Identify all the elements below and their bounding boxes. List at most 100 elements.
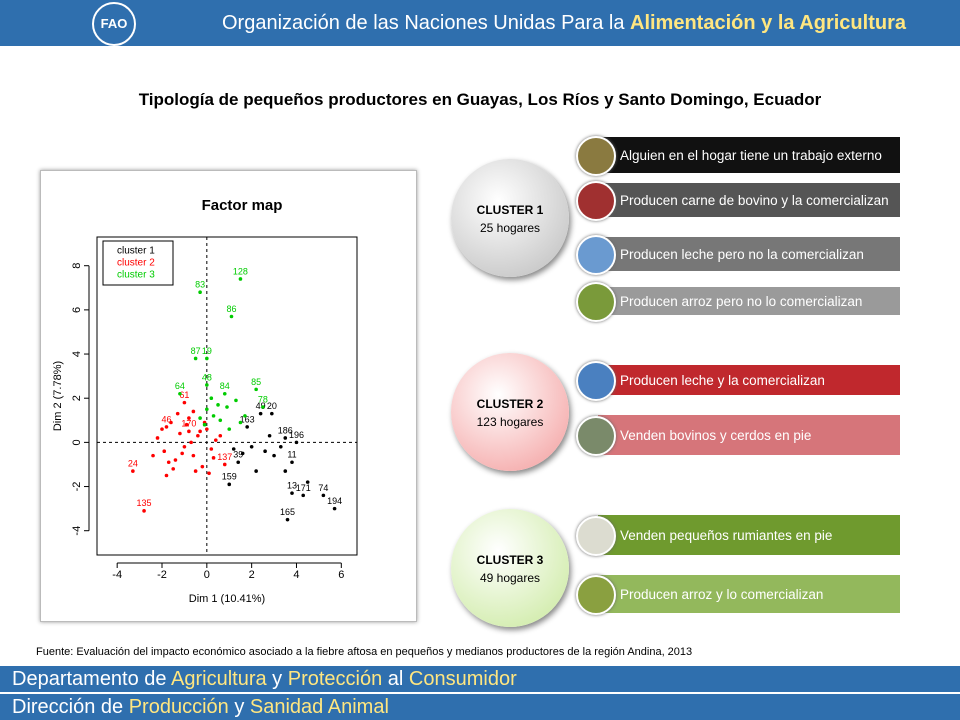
legend-entry: cluster 3 — [117, 270, 155, 281]
point-label: 171 — [296, 483, 311, 493]
point — [191, 453, 196, 458]
y-tick-label: -2 — [71, 482, 83, 492]
point — [198, 429, 202, 434]
feature-icon — [576, 282, 616, 322]
point — [164, 425, 169, 429]
point-label: 13 — [287, 481, 297, 491]
point — [209, 447, 214, 451]
x-tick-label: 0 — [204, 569, 210, 581]
feature-icon — [576, 575, 616, 615]
footer-line: Dirección de Producción y Sanidad Animal — [0, 694, 960, 720]
point — [254, 469, 258, 473]
point-label: 163 — [240, 414, 255, 424]
feature-bar: Producen carne de bovino y la comerciali… — [598, 183, 900, 217]
point — [231, 447, 236, 451]
point — [283, 436, 288, 440]
point — [180, 451, 184, 456]
feature-bar: Venden pequeños rumiantes en pie — [598, 515, 900, 555]
feature-bar: Producen arroz y lo comercializan — [598, 575, 900, 613]
point-label: 87 — [191, 346, 201, 356]
point — [211, 414, 216, 418]
header-text-bold: Alimentación y la Agricultura — [630, 12, 906, 34]
point-label: 86 — [226, 304, 236, 314]
point — [196, 433, 200, 438]
footer-text: al — [382, 668, 409, 690]
x-axis-label: Dim 1 (10.41%) — [189, 593, 265, 605]
point — [171, 467, 176, 471]
header-band: FAO Organización de las Naciones Unidas … — [0, 0, 960, 46]
point — [151, 453, 155, 458]
point — [193, 356, 198, 361]
point — [182, 400, 187, 405]
point — [227, 482, 232, 487]
x-tick-label: 6 — [338, 569, 344, 581]
point — [169, 420, 173, 425]
point — [198, 416, 202, 420]
footer-text-bold: Protección — [287, 668, 383, 690]
point-label: 74 — [318, 483, 328, 493]
point-label: 24 — [128, 458, 138, 468]
source-note: Fuente: Evaluación del impacto económico… — [36, 646, 693, 658]
chart-title: Factor map — [202, 197, 283, 214]
y-tick-label: 8 — [71, 263, 83, 269]
point — [236, 460, 241, 465]
point — [332, 506, 337, 511]
footer-text: y — [228, 696, 250, 718]
point — [305, 480, 310, 484]
feature-bar: Producen arroz pero no lo comercializan — [598, 287, 900, 315]
point — [272, 453, 276, 458]
point — [173, 458, 178, 462]
point — [166, 460, 171, 465]
y-tick-label: 6 — [71, 307, 83, 313]
footer-text: Departamento de — [12, 668, 171, 690]
point — [238, 420, 243, 425]
point — [225, 405, 229, 409]
footer-text: y — [266, 668, 288, 690]
x-tick-label: -2 — [157, 569, 167, 581]
point — [294, 440, 299, 445]
point — [283, 469, 288, 473]
plot-frame — [40, 170, 417, 622]
point — [249, 444, 254, 449]
header-title: Organización de las Naciones Unidas Para… — [222, 12, 906, 35]
point — [234, 398, 238, 403]
point — [178, 391, 182, 396]
header-text: Organización de las Naciones Unidas Para… — [222, 12, 630, 34]
point-label: 194 — [327, 496, 342, 506]
footer-text: Dirección de — [12, 696, 129, 718]
x-tick-label: 4 — [293, 569, 299, 581]
point — [164, 473, 169, 478]
feature-bar: Producen leche pero no la comercializan — [598, 237, 900, 271]
point — [211, 456, 216, 460]
point — [205, 407, 209, 412]
point — [229, 314, 234, 319]
point — [261, 405, 265, 409]
point-label: 19 — [202, 346, 212, 356]
cluster-circle: CLUSTER 1 25 hogares — [451, 159, 569, 277]
legend-entry: cluster 1 — [117, 246, 155, 257]
point — [254, 387, 258, 392]
point-label: 61 — [179, 390, 189, 400]
point-label: 159 — [222, 472, 237, 482]
point — [189, 440, 193, 445]
point — [131, 469, 135, 473]
point — [187, 429, 191, 434]
point — [290, 460, 294, 465]
point-label: 49 — [256, 401, 266, 411]
point — [205, 356, 209, 361]
point — [301, 493, 306, 498]
point — [184, 422, 189, 427]
point-label: 165 — [280, 507, 295, 517]
point — [285, 517, 290, 522]
point — [200, 464, 205, 469]
point-label: 83 — [195, 280, 205, 290]
point — [191, 409, 196, 414]
y-tick-label: 2 — [71, 395, 83, 401]
point — [240, 451, 245, 456]
point-label: 137 — [217, 452, 232, 462]
point — [267, 433, 272, 438]
point-label: 170 — [181, 419, 196, 429]
y-axis-label: Dim 2 (7.78%) — [52, 361, 64, 431]
cluster-name: CLUSTER 2 — [476, 397, 544, 411]
point — [258, 411, 263, 416]
